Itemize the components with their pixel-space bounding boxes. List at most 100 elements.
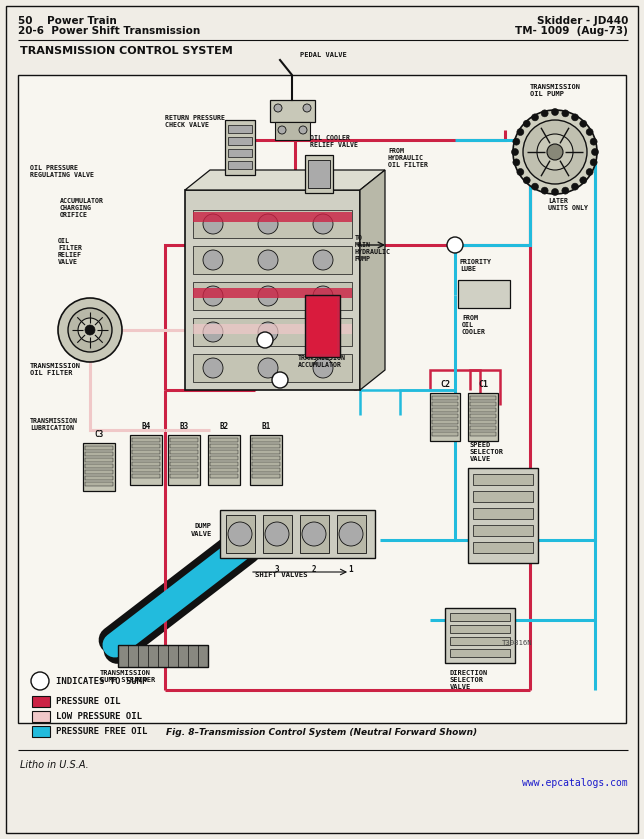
Bar	[252, 444, 280, 448]
Circle shape	[58, 298, 122, 362]
Text: 2: 2	[312, 565, 316, 574]
Bar	[275, 122, 310, 140]
Bar	[228, 161, 252, 169]
Bar	[226, 515, 255, 553]
Text: SPEED
SELECTOR
VALVE: SPEED SELECTOR VALVE	[470, 442, 504, 462]
Bar	[228, 137, 252, 145]
Circle shape	[313, 322, 333, 342]
Circle shape	[278, 126, 286, 134]
Circle shape	[531, 114, 538, 121]
Circle shape	[523, 120, 587, 184]
Circle shape	[517, 128, 524, 136]
Circle shape	[531, 183, 538, 190]
Bar	[473, 474, 533, 485]
Bar	[473, 491, 533, 502]
Bar	[250, 435, 282, 485]
Bar	[432, 414, 458, 418]
Bar	[252, 474, 280, 478]
Circle shape	[313, 286, 333, 306]
Circle shape	[591, 149, 598, 155]
Bar	[193, 354, 352, 382]
Circle shape	[513, 138, 520, 145]
Bar	[473, 525, 533, 536]
Bar	[458, 280, 510, 308]
Circle shape	[541, 110, 548, 117]
Text: TM- 1009  (Aug-73): TM- 1009 (Aug-73)	[515, 26, 628, 36]
Text: 4: 4	[238, 565, 242, 574]
Text: DIRECTION
SELECTOR
VALVE: DIRECTION SELECTOR VALVE	[450, 670, 488, 690]
Text: TRANSMISSION
LUBRICATION: TRANSMISSION LUBRICATION	[30, 418, 78, 431]
Circle shape	[513, 110, 597, 194]
Bar	[32, 711, 50, 722]
Bar	[170, 450, 198, 454]
Text: OIL COOLER
RELIEF VALVE: OIL COOLER RELIEF VALVE	[310, 135, 358, 148]
Bar	[118, 645, 208, 667]
Bar	[83, 443, 115, 491]
Bar	[32, 726, 50, 737]
Circle shape	[537, 134, 573, 170]
Polygon shape	[185, 170, 385, 190]
Bar	[168, 435, 200, 485]
Circle shape	[258, 358, 278, 378]
Circle shape	[339, 522, 363, 546]
Circle shape	[85, 325, 95, 335]
Bar	[450, 637, 510, 645]
Bar	[85, 482, 113, 486]
Circle shape	[203, 286, 223, 306]
Text: FROM
HYDRAULIC
OIL FILTER: FROM HYDRAULIC OIL FILTER	[388, 148, 428, 168]
Circle shape	[562, 110, 569, 117]
Circle shape	[571, 114, 578, 121]
Bar	[208, 435, 240, 485]
Text: ACCUMULATOR
CHARGING
ORIFICE: ACCUMULATOR CHARGING ORIFICE	[60, 198, 104, 218]
Text: PEDAL VALVE: PEDAL VALVE	[300, 52, 346, 58]
Text: LOW PRESSURE OIL: LOW PRESSURE OIL	[56, 712, 142, 721]
Bar	[252, 438, 280, 442]
Bar	[450, 649, 510, 657]
Bar	[252, 468, 280, 472]
Text: Litho in U.S.A.: Litho in U.S.A.	[20, 760, 89, 770]
Text: OIL
FILTER
RELIEF
VALVE: OIL FILTER RELIEF VALVE	[58, 238, 82, 265]
Bar	[210, 456, 238, 460]
Circle shape	[580, 177, 587, 184]
Bar	[132, 456, 160, 460]
Circle shape	[274, 104, 282, 112]
Circle shape	[68, 308, 112, 352]
Bar	[32, 696, 50, 707]
Text: PRESSURE OIL: PRESSURE OIL	[56, 697, 120, 706]
Text: INDICATES TO SUMP: INDICATES TO SUMP	[56, 676, 147, 685]
Text: B2: B2	[220, 422, 229, 431]
Bar	[193, 212, 352, 222]
Circle shape	[541, 187, 548, 194]
Bar	[170, 468, 198, 472]
Circle shape	[547, 144, 563, 160]
Bar	[18, 75, 626, 723]
Circle shape	[513, 159, 520, 166]
Circle shape	[571, 183, 578, 190]
Circle shape	[551, 189, 558, 195]
Text: www.epcatalogs.com: www.epcatalogs.com	[522, 778, 628, 788]
Bar	[132, 462, 160, 466]
Bar	[170, 456, 198, 460]
Text: Skidder - JD440: Skidder - JD440	[536, 16, 628, 26]
Text: C3: C3	[95, 430, 104, 439]
Circle shape	[203, 250, 223, 270]
Text: OIL PRESSURE
REGULATING VALVE: OIL PRESSURE REGULATING VALVE	[30, 165, 94, 178]
Bar	[170, 444, 198, 448]
Bar	[210, 444, 238, 448]
Text: FROM
OIL
COOLER: FROM OIL COOLER	[462, 315, 486, 335]
Bar	[193, 318, 352, 346]
Bar	[220, 510, 375, 558]
Text: B1: B1	[261, 422, 270, 431]
Bar	[210, 468, 238, 472]
Text: 50    Power Train: 50 Power Train	[18, 16, 117, 26]
Circle shape	[517, 169, 524, 175]
Text: PRIORITY
LUBE: PRIORITY LUBE	[460, 259, 492, 272]
Bar	[132, 444, 160, 448]
Bar	[432, 396, 458, 400]
Bar	[228, 149, 252, 157]
Bar	[130, 435, 162, 485]
Text: 3: 3	[275, 565, 279, 574]
Bar	[85, 464, 113, 468]
Bar	[252, 450, 280, 454]
Bar	[225, 120, 255, 175]
